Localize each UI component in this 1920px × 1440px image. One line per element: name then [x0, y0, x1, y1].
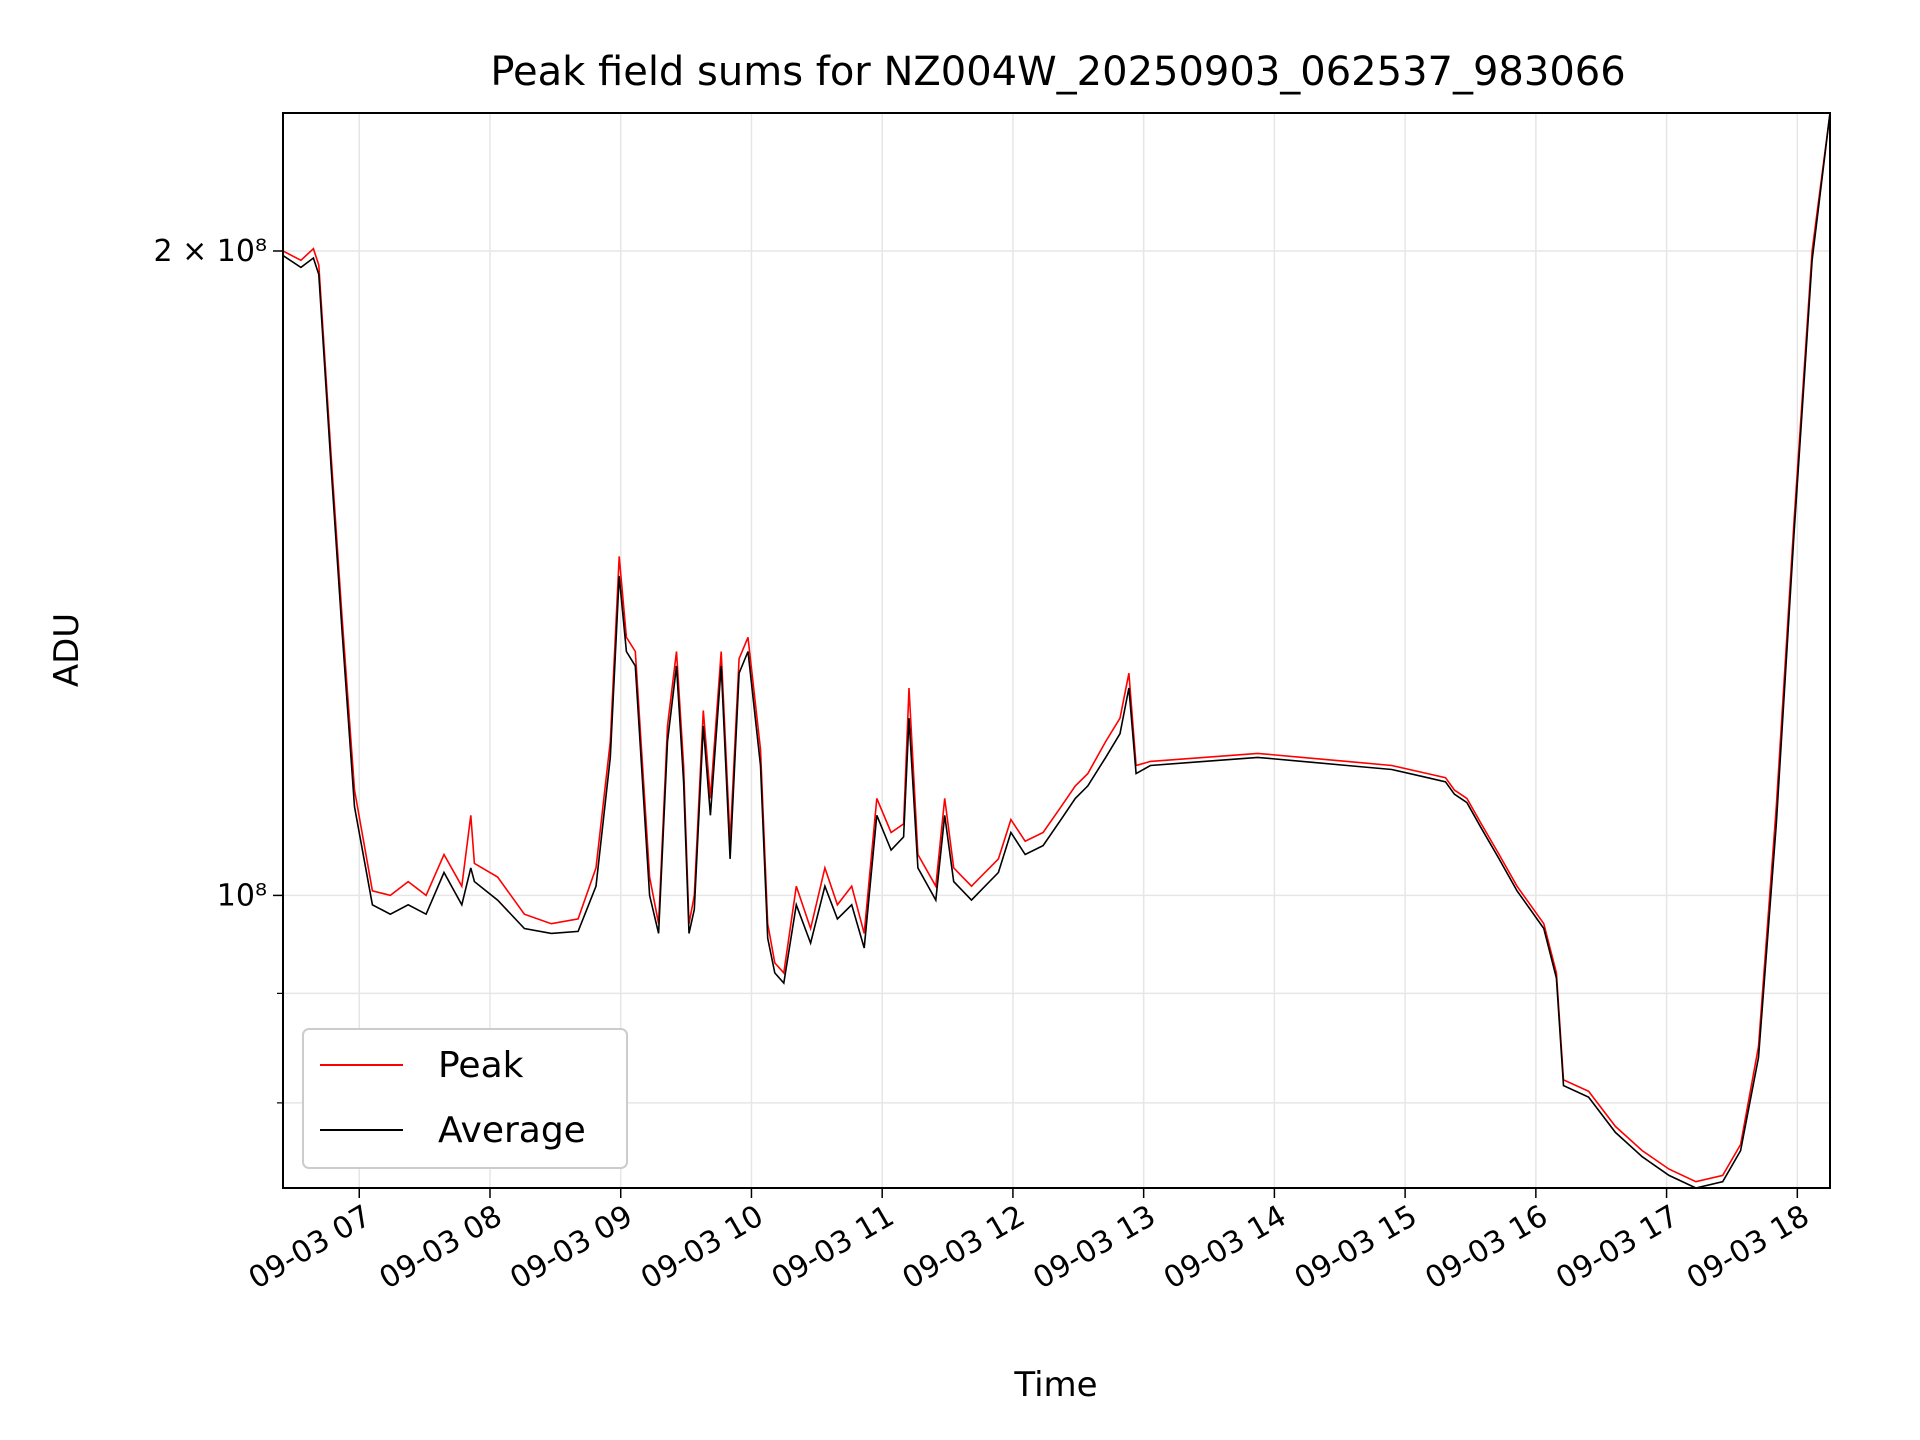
chart-title: Peak field sums for NZ004W_20250903_0625…: [490, 49, 1625, 95]
y-axis-ticks: 2 × 10⁸ 10⁸: [154, 234, 283, 1104]
plot-frame: [282, 112, 1831, 1189]
x-axis-label: Time: [1013, 1365, 1097, 1405]
series-line-peak: [283, 113, 1830, 1183]
series-line-average: [283, 113, 1830, 1188]
y-axis-label: ADU: [47, 613, 87, 687]
y-tick-label: 10⁸: [217, 878, 267, 913]
legend-label-average: Average: [438, 1110, 586, 1151]
legend-label-peak: Peak: [438, 1045, 524, 1086]
legend-box: [302, 1028, 628, 1169]
grid: [283, 113, 1830, 1188]
series-group: [283, 113, 1830, 1188]
legend: Peak Average: [302, 1028, 628, 1169]
y-tick-label: 2 × 10⁸: [154, 234, 268, 269]
